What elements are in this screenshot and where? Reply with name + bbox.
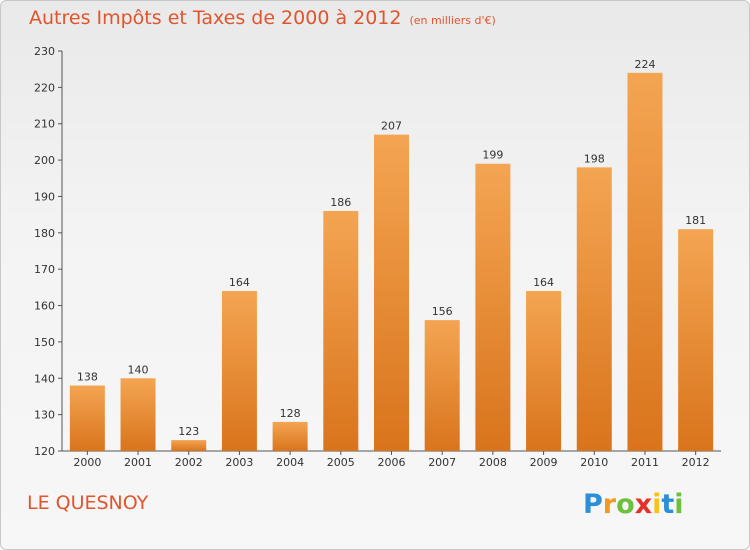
- bar: [323, 211, 359, 451]
- commune-name: LE QUESNOY: [27, 492, 149, 514]
- chart-title-text: Autres Impôts et Taxes de 2000 à 2012: [29, 7, 402, 29]
- y-tick-label: 210: [34, 118, 55, 131]
- value-label: 123: [178, 425, 199, 438]
- value-label: 186: [330, 196, 351, 209]
- bar: [272, 421, 308, 451]
- x-tick-label: 2002: [175, 456, 203, 469]
- y-tick-label: 130: [34, 409, 55, 422]
- y-tick-label: 230: [34, 45, 55, 58]
- logo-letter: i: [674, 489, 684, 520]
- x-tick-label: 2006: [378, 456, 406, 469]
- chart-subtitle: (en milliers d'€): [409, 14, 496, 27]
- bar: [475, 163, 511, 451]
- x-tick-label: 2005: [327, 456, 355, 469]
- value-label: 164: [533, 276, 554, 289]
- y-tick-label: 170: [34, 263, 55, 276]
- x-tick-label: 2004: [276, 456, 304, 469]
- x-tick-label: 2009: [530, 456, 558, 469]
- y-tick-label: 180: [34, 227, 55, 240]
- bar: [678, 229, 714, 451]
- bar: [120, 378, 156, 451]
- logo-letter: o: [616, 489, 635, 520]
- value-label: 224: [634, 58, 655, 71]
- value-label: 164: [229, 276, 250, 289]
- bar: [424, 320, 460, 451]
- proxiti-logo: Proxiti: [583, 489, 684, 520]
- x-tick-label: 2000: [73, 456, 101, 469]
- y-tick-label: 200: [34, 154, 55, 167]
- chart-bars: [69, 72, 714, 452]
- value-label: 138: [77, 371, 98, 384]
- x-tick-label: 2003: [225, 456, 253, 469]
- y-tick-label: 160: [34, 300, 55, 313]
- bar: [221, 291, 257, 451]
- x-tick-label: 2007: [428, 456, 456, 469]
- y-tick-label: 150: [34, 336, 55, 349]
- value-label: 199: [482, 149, 503, 162]
- x-tick-label: 2010: [580, 456, 608, 469]
- chart-labels: 2000 138 2001 140 2002 123 2003 164 2004 128 2005 1…: [73, 58, 709, 469]
- logo-letter: t: [661, 489, 675, 520]
- value-label: 207: [381, 120, 402, 133]
- x-tick-label: 2011: [631, 456, 659, 469]
- y-tick-label: 220: [34, 81, 55, 94]
- y-tick-label: 120: [34, 445, 55, 458]
- value-label: 181: [685, 214, 706, 227]
- x-tick-label: 2008: [479, 456, 507, 469]
- chart-title: Autres Impôts et Taxes de 2000 à 2012 (en…: [29, 7, 496, 29]
- x-tick-label: 2001: [124, 456, 152, 469]
- logo-letter: P: [583, 489, 603, 520]
- bar: [69, 385, 105, 451]
- y-tick-label: 190: [34, 190, 55, 203]
- bar: [171, 440, 207, 451]
- bar: [374, 134, 409, 452]
- logo-letter: i: [652, 489, 662, 520]
- bar: [627, 72, 663, 452]
- bar: [526, 291, 562, 451]
- x-tick-label: 2012: [682, 456, 710, 469]
- value-label: 128: [280, 407, 301, 420]
- value-label: 198: [584, 152, 605, 165]
- value-label: 156: [432, 305, 453, 318]
- logo-letter: r: [602, 489, 617, 520]
- value-label: 140: [128, 363, 149, 376]
- y-tick-label: 140: [34, 372, 55, 385]
- bar: [576, 167, 612, 451]
- logo-letter: x: [634, 489, 653, 520]
